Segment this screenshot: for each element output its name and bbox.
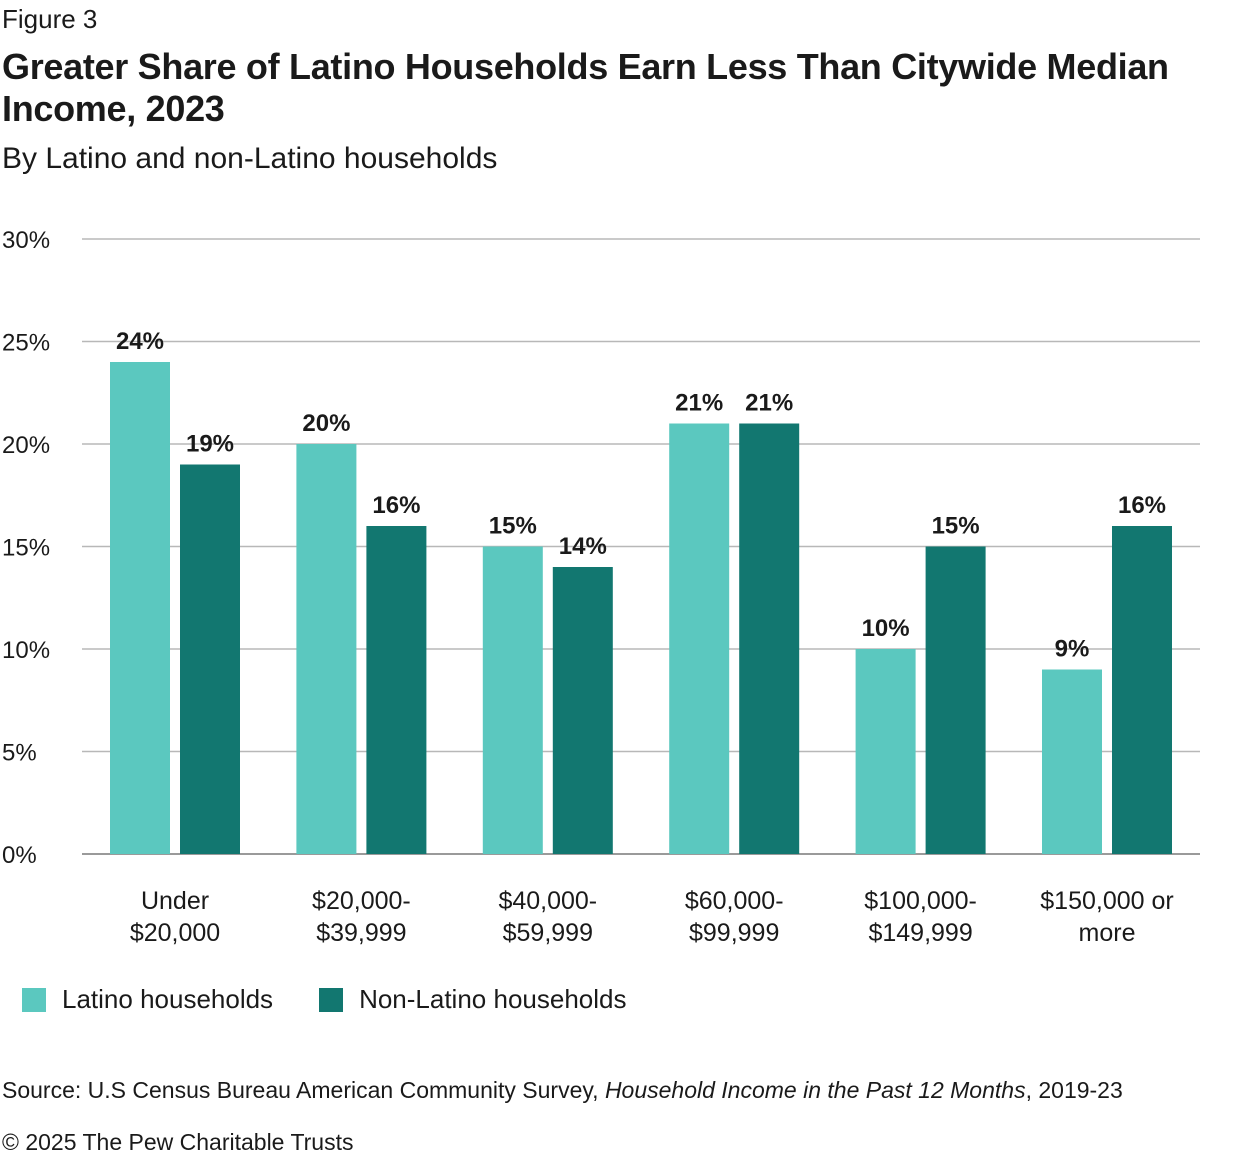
x-tick-label: $150,000 or xyxy=(1040,887,1173,915)
data-label: 20% xyxy=(302,410,350,437)
x-tick-label: $40,000- xyxy=(498,887,597,915)
data-label: 16% xyxy=(372,492,420,519)
chart-title: Greater Share of Latino Households Earn … xyxy=(2,46,1169,129)
y-tick-label: 10% xyxy=(2,637,50,664)
x-tick-label: $20,000- xyxy=(312,887,411,915)
data-label: 16% xyxy=(1118,492,1166,519)
figure-label: Figure 3 xyxy=(2,4,98,34)
legend-item-non-latino: Non-Latino households xyxy=(319,984,626,1015)
chart-subtitle: By Latino and non-Latino households xyxy=(2,142,498,175)
data-label: 21% xyxy=(675,390,723,417)
y-tick-label: 0% xyxy=(2,842,37,869)
x-tick-label: Under xyxy=(141,887,209,915)
bar xyxy=(366,526,427,854)
legend-label-non-latino: Non-Latino households xyxy=(359,984,627,1014)
source-suffix: , 2019-23 xyxy=(1025,1077,1123,1103)
y-tick-label: 25% xyxy=(2,330,50,357)
x-tick-label: $20,000 xyxy=(130,919,220,947)
bar xyxy=(110,362,170,854)
legend: Latino households Non-Latino households xyxy=(22,984,672,1015)
y-tick-label: 5% xyxy=(2,740,37,767)
bar xyxy=(925,546,986,854)
legend-item-latino: Latino households xyxy=(22,984,273,1015)
copyright: © 2025 The Pew Charitable Trusts xyxy=(2,1129,354,1155)
bar xyxy=(180,464,240,854)
y-tick-label: 30% xyxy=(2,227,50,254)
bar xyxy=(739,423,800,854)
legend-swatch-latino xyxy=(22,987,46,1012)
bar xyxy=(296,444,357,854)
y-tick-label: 15% xyxy=(2,535,50,562)
data-label: 15% xyxy=(932,513,980,540)
x-tick-label: $100,000- xyxy=(864,887,977,915)
bar xyxy=(1042,669,1102,854)
bar xyxy=(1112,526,1172,854)
bar xyxy=(552,567,613,854)
bar xyxy=(855,649,916,854)
data-label: 24% xyxy=(116,328,164,355)
x-tick-label: $60,000- xyxy=(685,887,784,915)
source-title: Household Income in the Past 12 Months xyxy=(604,1077,1026,1103)
x-tick-label: $149,999 xyxy=(868,919,972,947)
legend-swatch-non-latino xyxy=(319,987,344,1012)
data-label: 14% xyxy=(559,533,607,560)
data-label: 21% xyxy=(745,390,793,417)
x-tick-label: more xyxy=(1079,919,1136,947)
x-tick-label: $39,999 xyxy=(316,919,406,947)
data-label: 15% xyxy=(489,513,537,540)
x-tick-label: $99,999 xyxy=(689,919,779,947)
bar-chart: 0% 5% 10% 15% 20% 25% 30% 24% 19% Under $20,000 20%… xyxy=(2,227,1200,947)
source-prefix: Source: U.S Census Bureau American Commu… xyxy=(2,1077,605,1103)
legend-label-latino: Latino households xyxy=(62,984,274,1014)
bar xyxy=(482,546,543,854)
source-note: Source: U.S Census Bureau American Commu… xyxy=(2,1077,1123,1104)
data-label: 10% xyxy=(862,615,910,642)
data-label: 19% xyxy=(186,431,234,458)
bar xyxy=(669,423,730,854)
x-tick-label: $59,999 xyxy=(503,919,593,947)
y-tick-label: 20% xyxy=(2,432,50,459)
data-label: 9% xyxy=(1055,636,1090,663)
